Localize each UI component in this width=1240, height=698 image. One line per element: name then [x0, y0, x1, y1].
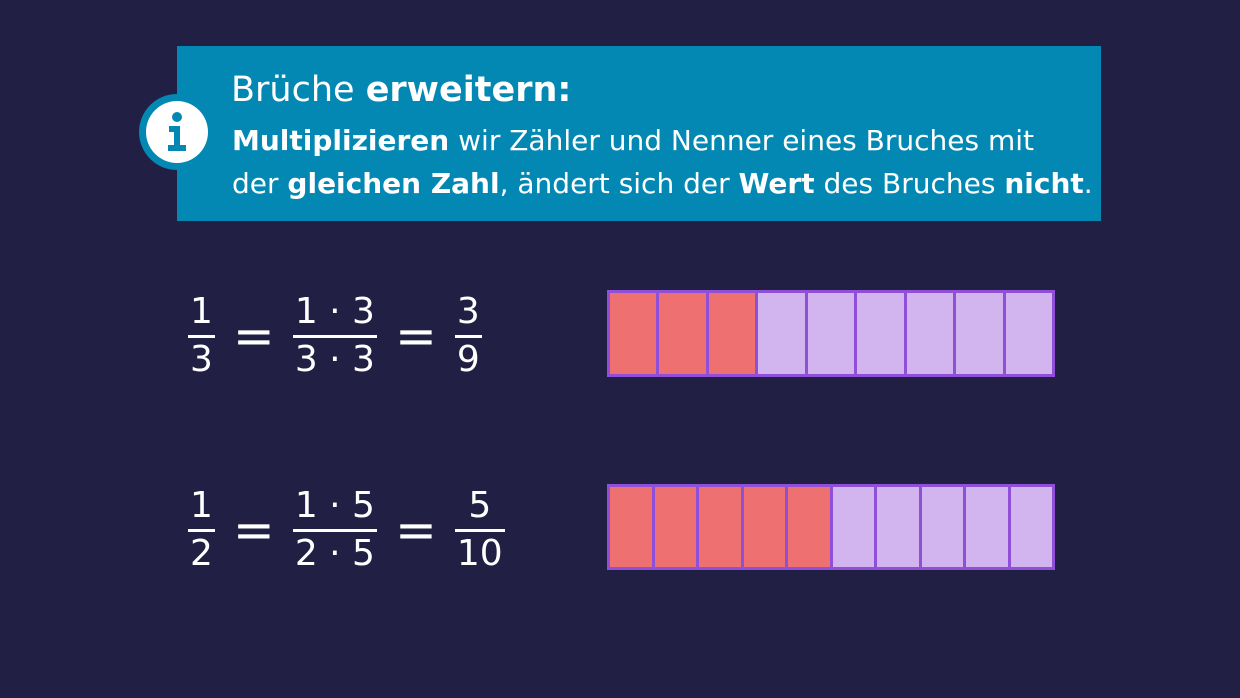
denominator: 10 — [456, 533, 503, 574]
info-badge — [139, 94, 215, 170]
fraction-bar — [188, 335, 215, 338]
equals-sign: = — [394, 501, 437, 559]
fraction: 3 9 — [454, 291, 482, 380]
empty-cell — [832, 487, 874, 567]
fraction-bar — [454, 335, 482, 338]
denominator: 3 · 3 — [294, 339, 375, 380]
info-title-prefix: Brüche — [231, 70, 355, 110]
empty-cell — [956, 293, 1003, 374]
filled-cell — [654, 487, 696, 567]
equals-sign: = — [232, 501, 275, 559]
numerator: 5 — [468, 485, 492, 526]
equation-2: 1 2 = 1 · 5 2 · 5 = 5 10 — [188, 486, 505, 574]
empty-cell — [857, 293, 904, 374]
fraction-bar — [454, 529, 505, 532]
filled-cell — [610, 487, 652, 567]
info-icon — [146, 101, 208, 163]
numerator: 1 · 5 — [294, 485, 375, 526]
info-line2-pre: der — [232, 167, 279, 200]
empty-cell — [906, 293, 954, 374]
denominator: 2 · 5 — [294, 533, 375, 574]
fraction: 1 2 — [188, 486, 215, 574]
info-line2-bold2: Wert — [738, 167, 815, 200]
empty-cell — [966, 487, 1008, 567]
info-line-2: der gleichen Zahl, ändert sich der Wert … — [232, 162, 1093, 205]
info-body: Multiplizieren wir Zähler und Nenner ein… — [232, 119, 1093, 205]
info-box — [177, 46, 1101, 221]
denominator: 2 — [190, 533, 213, 574]
info-title-bold: erweitern: — [365, 70, 572, 110]
fraction-bar — [292, 335, 377, 338]
info-line2-bold1: gleichen Zahl — [287, 167, 500, 200]
fraction-bar — [188, 529, 215, 532]
empty-cell — [1010, 487, 1052, 567]
filled-cell — [699, 487, 741, 567]
fraction: 1 · 5 2 · 5 — [292, 485, 377, 574]
filled-cell — [743, 487, 785, 567]
empty-cell — [758, 293, 805, 374]
info-line2-mid1: , ändert sich der — [499, 167, 730, 200]
filled-cell — [788, 487, 830, 567]
denominator: 3 — [190, 339, 213, 380]
numerator: 3 — [456, 291, 480, 332]
filled-cell — [610, 293, 657, 374]
fraction-strip-1 — [607, 290, 1055, 377]
info-title: Brüche erweitern: — [231, 68, 571, 112]
fraction: 1 3 — [188, 292, 215, 380]
equation-1: 1 3 = 1 · 3 3 · 3 = 3 9 — [188, 292, 482, 380]
equals-sign: = — [394, 307, 437, 365]
fraction: 1 · 3 3 · 3 — [292, 291, 377, 380]
numerator: 1 · 3 — [294, 291, 375, 332]
info-line1-bold: Multiplizieren — [232, 124, 450, 157]
numerator: 1 — [190, 485, 213, 526]
filled-cell — [659, 293, 706, 374]
info-line2-mid2: des Bruches — [823, 167, 996, 200]
info-line2-end: . — [1083, 167, 1093, 200]
info-line1-rest: wir Zähler und Nenner eines Bruches mit — [458, 124, 1035, 157]
empty-cell — [1005, 293, 1052, 374]
empty-cell — [921, 487, 963, 567]
info-line-1: Multiplizieren wir Zähler und Nenner ein… — [232, 119, 1092, 162]
info-line2-bold3: nicht — [1004, 167, 1084, 200]
denominator: 9 — [456, 339, 480, 380]
empty-cell — [807, 293, 855, 374]
equals-sign: = — [232, 307, 275, 365]
fraction-strip-2 — [607, 484, 1055, 570]
fraction-bar — [292, 529, 377, 532]
fraction: 5 10 — [454, 485, 505, 574]
empty-cell — [877, 487, 919, 567]
numerator: 1 — [190, 291, 213, 332]
filled-cell — [708, 293, 756, 374]
